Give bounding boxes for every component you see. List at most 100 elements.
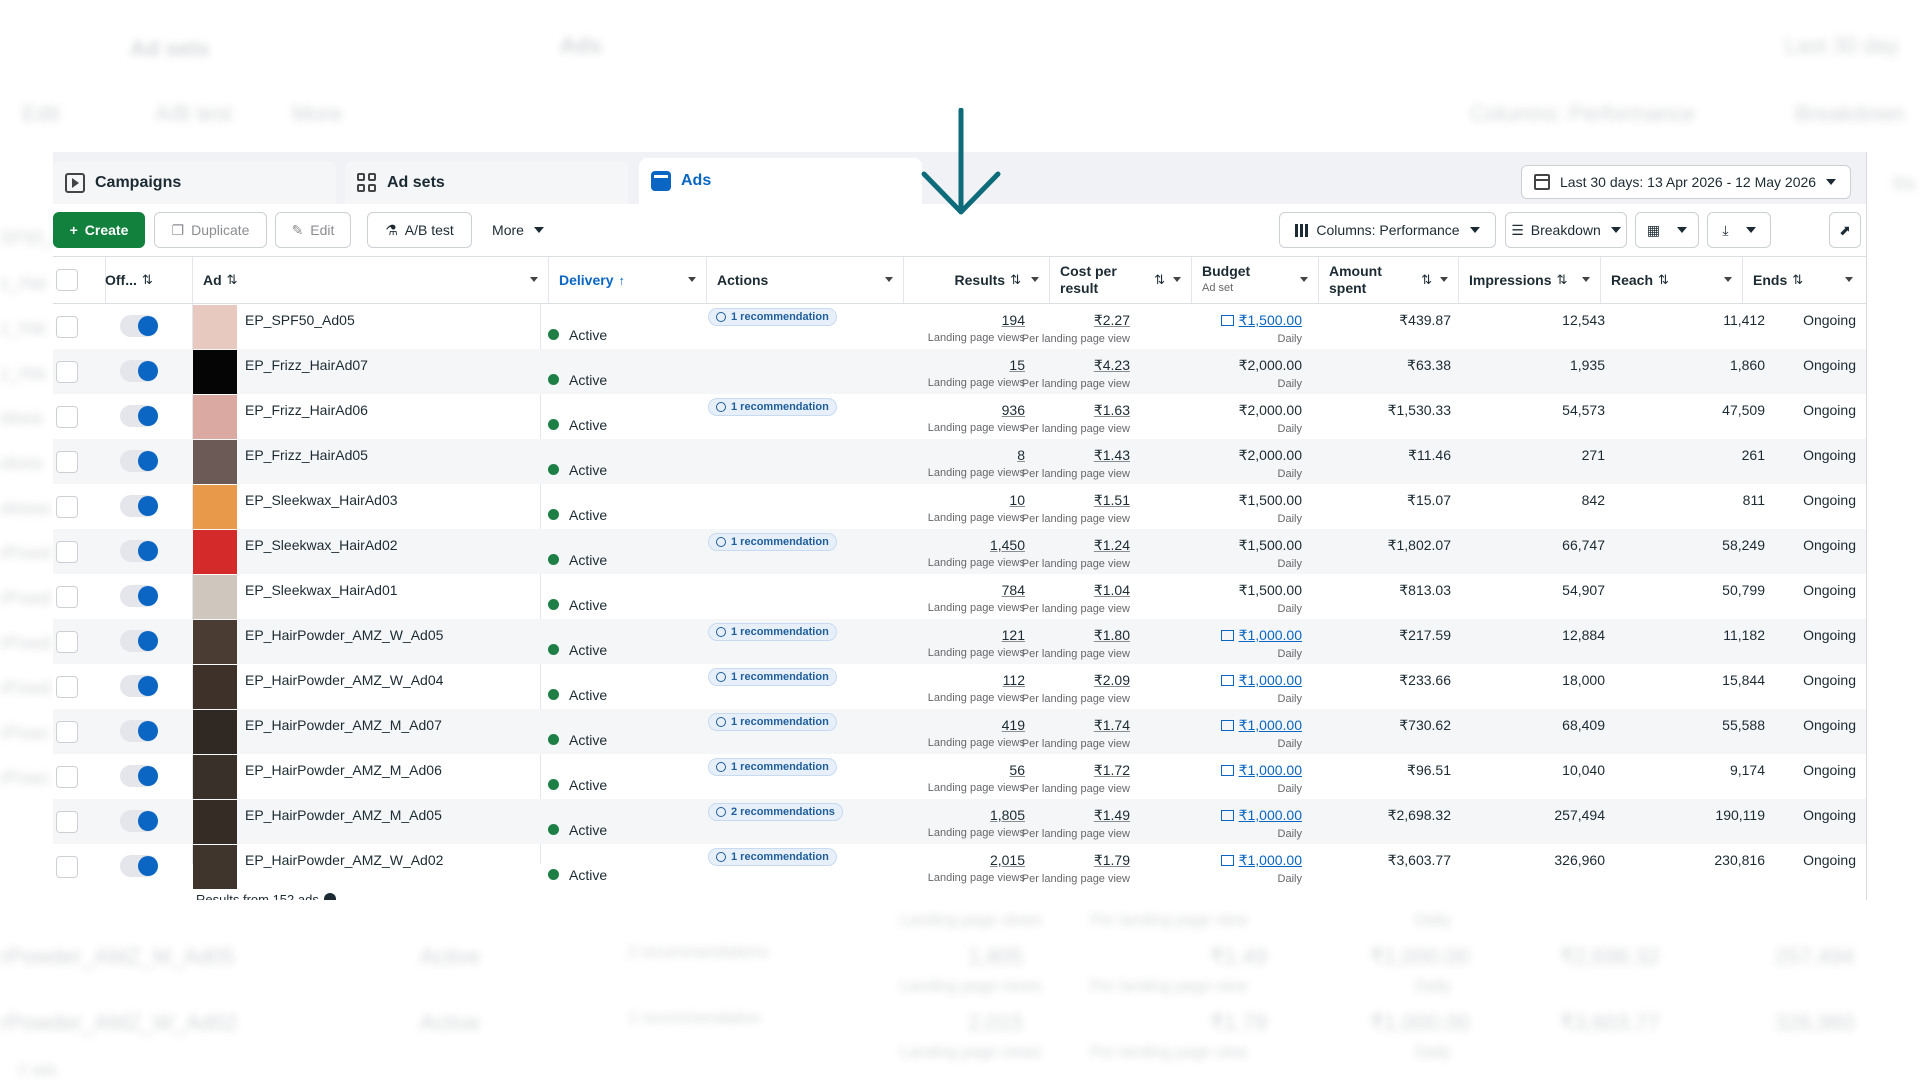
ad-name[interactable]: EP_Frizz_HairAd06 [245, 402, 368, 418]
header-cost-per-result[interactable]: Cost per result ⇅ [1050, 257, 1192, 303]
recommendation-badge[interactable]: 1 recommendation [708, 308, 837, 326]
header-ad[interactable]: Ad ⇅ [193, 257, 549, 303]
results-value[interactable]: 1,805 [989, 807, 1025, 823]
ad-status-toggle[interactable] [120, 765, 158, 787]
ad-status-toggle[interactable] [120, 720, 158, 742]
budget-value[interactable]: ₹1,000.00 [1238, 762, 1302, 778]
create-button[interactable]: + Create [53, 212, 145, 248]
budget-value[interactable]: ₹1,000.00 [1238, 852, 1302, 868]
row-checkbox[interactable] [56, 631, 78, 653]
table-row[interactable]: EP_HairPowder_AMZ_W_Ad05 Active 1 recommen… [53, 619, 1866, 664]
date-range-picker[interactable]: Last 30 days: 13 Apr 2026 - 12 May 2026 [1521, 165, 1851, 199]
recommendation-badge[interactable]: 2 recommendations [708, 803, 843, 821]
budget-value[interactable]: ₹1,000.00 [1238, 672, 1302, 688]
ad-status-toggle[interactable] [120, 360, 158, 382]
header-off[interactable]: Off... ⇅ [95, 257, 193, 303]
header-budget[interactable]: Budget Ad set [1192, 257, 1319, 303]
cost-per-result-value[interactable]: ₹1.43 [1093, 447, 1130, 463]
header-results[interactable]: Results ⇅ [904, 257, 1050, 303]
table-row[interactable]: EP_Sleekwax_HairAd03 Active 10 Landing page… [53, 484, 1866, 529]
results-value[interactable]: 2,015 [989, 852, 1025, 868]
ad-name[interactable]: EP_Frizz_HairAd05 [245, 447, 368, 463]
table-row[interactable]: EP_Frizz_HairAd06 Active 1 recommendation 9… [53, 394, 1866, 439]
results-value[interactable]: 194 [1001, 312, 1025, 328]
ad-status-toggle[interactable] [120, 855, 158, 877]
more-button[interactable]: More [483, 212, 553, 248]
reports-button[interactable]: ▦ [1635, 212, 1699, 248]
row-checkbox[interactable] [56, 586, 78, 608]
recommendation-badge[interactable]: 1 recommendation [708, 668, 837, 686]
ab-test-button[interactable]: ⚗ A/B test [367, 212, 472, 248]
table-row[interactable]: EP_HairPowder_AMZ_W_Ad02 Active 1 recommen… [53, 844, 1866, 889]
budget-value[interactable]: ₹1,000.00 [1238, 717, 1302, 733]
table-row[interactable]: EP_HairPowder_AMZ_M_Ad06 Active 1 recommen… [53, 754, 1866, 799]
results-value[interactable]: 121 [1001, 627, 1025, 643]
select-all-checkbox[interactable] [56, 269, 78, 291]
ad-name[interactable]: EP_HairPowder_AMZ_W_Ad02 [245, 852, 444, 868]
tab-ad-sets[interactable]: Ad sets [345, 161, 628, 204]
ad-name[interactable]: EP_Sleekwax_HairAd02 [245, 537, 398, 553]
cost-per-result-value[interactable]: ₹4.23 [1093, 357, 1130, 373]
ad-status-toggle[interactable] [120, 540, 158, 562]
row-checkbox[interactable] [56, 361, 78, 383]
header-impressions[interactable]: Impressions ⇅ [1459, 257, 1601, 303]
recommendation-badge[interactable]: 1 recommendation [708, 398, 837, 416]
ad-status-toggle[interactable] [120, 810, 158, 832]
table-row[interactable]: EP_Frizz_HairAd05 Active 8 Landing page vie… [53, 439, 1866, 484]
cost-per-result-value[interactable]: ₹1.51 [1093, 492, 1130, 508]
ad-status-toggle[interactable] [120, 495, 158, 517]
ad-status-toggle[interactable] [120, 585, 158, 607]
header-actions[interactable]: Actions [707, 257, 904, 303]
recommendation-badge[interactable]: 1 recommendation [708, 758, 837, 776]
table-row[interactable]: EP_HairPowder_AMZ_M_Ad05 Active 2 recommen… [53, 799, 1866, 844]
cost-per-result-value[interactable]: ₹1.04 [1093, 582, 1130, 598]
ad-name[interactable]: EP_Frizz_HairAd07 [245, 357, 368, 373]
ad-name[interactable]: EP_HairPowder_AMZ_M_Ad05 [245, 807, 442, 823]
table-row[interactable]: EP_Sleekwax_HairAd01 Active 784 Landing pag… [53, 574, 1866, 619]
results-value[interactable]: 419 [1001, 717, 1025, 733]
recommendation-badge[interactable]: 1 recommendation [708, 533, 837, 551]
results-value[interactable]: 936 [1001, 402, 1025, 418]
row-checkbox[interactable] [56, 316, 78, 338]
ad-name[interactable]: EP_HairPowder_AMZ_W_Ad05 [245, 627, 444, 643]
results-value[interactable]: 10 [1009, 492, 1025, 508]
cost-per-result-value[interactable]: ₹1.72 [1093, 762, 1130, 778]
cost-per-result-value[interactable]: ₹1.79 [1093, 852, 1130, 868]
cost-per-result-value[interactable]: ₹1.74 [1093, 717, 1130, 733]
duplicate-button[interactable]: ❐ Duplicate [154, 212, 267, 248]
header-ends[interactable]: Ends ⇅ [1743, 257, 1863, 303]
cost-per-result-value[interactable]: ₹2.27 [1093, 312, 1130, 328]
results-value[interactable]: 56 [1009, 762, 1025, 778]
header-delivery[interactable]: Delivery ↑ [549, 257, 707, 303]
ad-status-toggle[interactable] [120, 315, 158, 337]
row-checkbox[interactable] [56, 721, 78, 743]
edit-button[interactable]: ✎ Edit [275, 212, 351, 248]
row-checkbox[interactable] [56, 406, 78, 428]
row-checkbox[interactable] [56, 811, 78, 833]
table-row[interactable]: EP_HairPowder_AMZ_W_Ad04 Active 1 recommen… [53, 664, 1866, 709]
cost-per-result-value[interactable]: ₹1.24 [1093, 537, 1130, 553]
ad-name[interactable]: EP_HairPowder_AMZ_M_Ad06 [245, 762, 442, 778]
charts-button[interactable]: ⬈ [1829, 212, 1861, 248]
results-value[interactable]: 784 [1001, 582, 1025, 598]
row-checkbox[interactable] [56, 496, 78, 518]
ad-status-toggle[interactable] [120, 630, 158, 652]
results-value[interactable]: 15 [1009, 357, 1025, 373]
ad-name[interactable]: EP_HairPowder_AMZ_M_Ad07 [245, 717, 442, 733]
header-amount-spent[interactable]: Amount spent ⇅ [1319, 257, 1459, 303]
info-icon[interactable] [323, 893, 336, 900]
row-checkbox[interactable] [56, 676, 78, 698]
ad-name[interactable]: EP_Sleekwax_HairAd03 [245, 492, 398, 508]
breakdown-button[interactable]: ☰ Breakdown [1505, 212, 1627, 248]
row-checkbox[interactable] [56, 541, 78, 563]
recommendation-badge[interactable]: 1 recommendation [708, 713, 837, 731]
table-row[interactable]: EP_HairPowder_AMZ_M_Ad07 Active 1 recommen… [53, 709, 1866, 754]
budget-value[interactable]: ₹1,000.00 [1238, 807, 1302, 823]
cost-per-result-value[interactable]: ₹1.80 [1093, 627, 1130, 643]
table-row[interactable]: EP_Sleekwax_HairAd02 Active 1 recommendati… [53, 529, 1866, 574]
results-value[interactable]: 8 [1017, 447, 1025, 463]
ad-name[interactable]: EP_Sleekwax_HairAd01 [245, 582, 398, 598]
row-checkbox[interactable] [56, 451, 78, 473]
row-checkbox[interactable] [56, 766, 78, 788]
ad-status-toggle[interactable] [120, 675, 158, 697]
